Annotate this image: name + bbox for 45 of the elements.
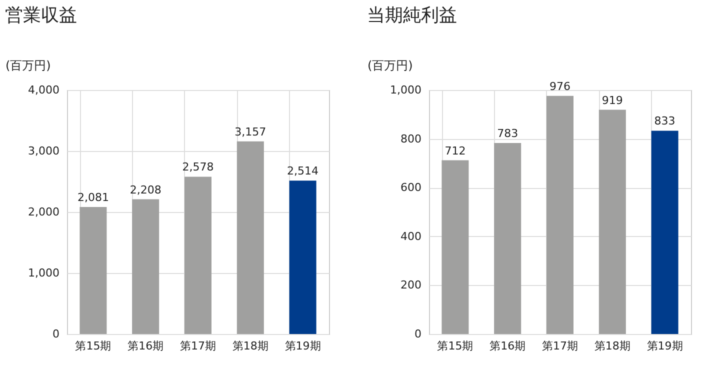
y-tick-label: 1,000 [28,266,60,280]
data-label: 2,081 [77,191,109,204]
y-tick-label: 0 [52,328,60,340]
bar [132,199,160,334]
chart-title: 営業収益 [5,5,77,26]
bar [546,96,574,334]
x-tick-label: 第18期 [232,340,268,352]
x-tick-label: 第19期 [646,340,683,352]
data-label: 2,578 [182,160,214,174]
data-label: 712 [444,144,466,158]
bar [289,180,316,334]
data-label: 833 [654,114,676,128]
bar [598,110,626,334]
chart-title: 当期純利益 [367,5,457,26]
x-tick-label: 第19期 [284,340,321,352]
data-label: 2,514 [287,164,319,178]
y-tick-label: 1,000 [390,84,422,96]
data-label: 976 [550,80,570,93]
bar [184,176,212,334]
y-tick-label: 800 [400,132,422,146]
bar [651,130,678,334]
x-tick-label: 第17期 [180,340,216,352]
data-label: 783 [497,126,518,140]
x-tick-label: 第16期 [490,340,526,352]
y-axis-title: (百万円) [6,58,51,72]
y-tick-label: 0 [414,328,422,340]
bar [236,141,264,334]
bar [80,207,107,334]
x-tick-label: 第15期 [75,340,112,352]
y-tick-label: 3,000 [28,144,60,158]
data-label: 2,208 [130,183,162,196]
y-tick-label: 600 [400,181,422,194]
x-tick-label: 第16期 [128,340,164,352]
x-tick-label: 第17期 [542,340,578,352]
bar [494,142,522,334]
y-tick-label: 2,000 [28,206,60,218]
data-label: 3,157 [234,125,266,138]
y-tick-label: 4,000 [28,84,60,96]
y-tick-label: 200 [400,278,422,292]
bar [442,160,469,334]
x-tick-label: 第18期 [594,340,630,352]
data-label: 919 [602,94,623,107]
y-axis-title: (百万円) [368,58,413,72]
y-tick-label: 400 [400,230,422,243]
x-tick-label: 第15期 [437,340,474,352]
